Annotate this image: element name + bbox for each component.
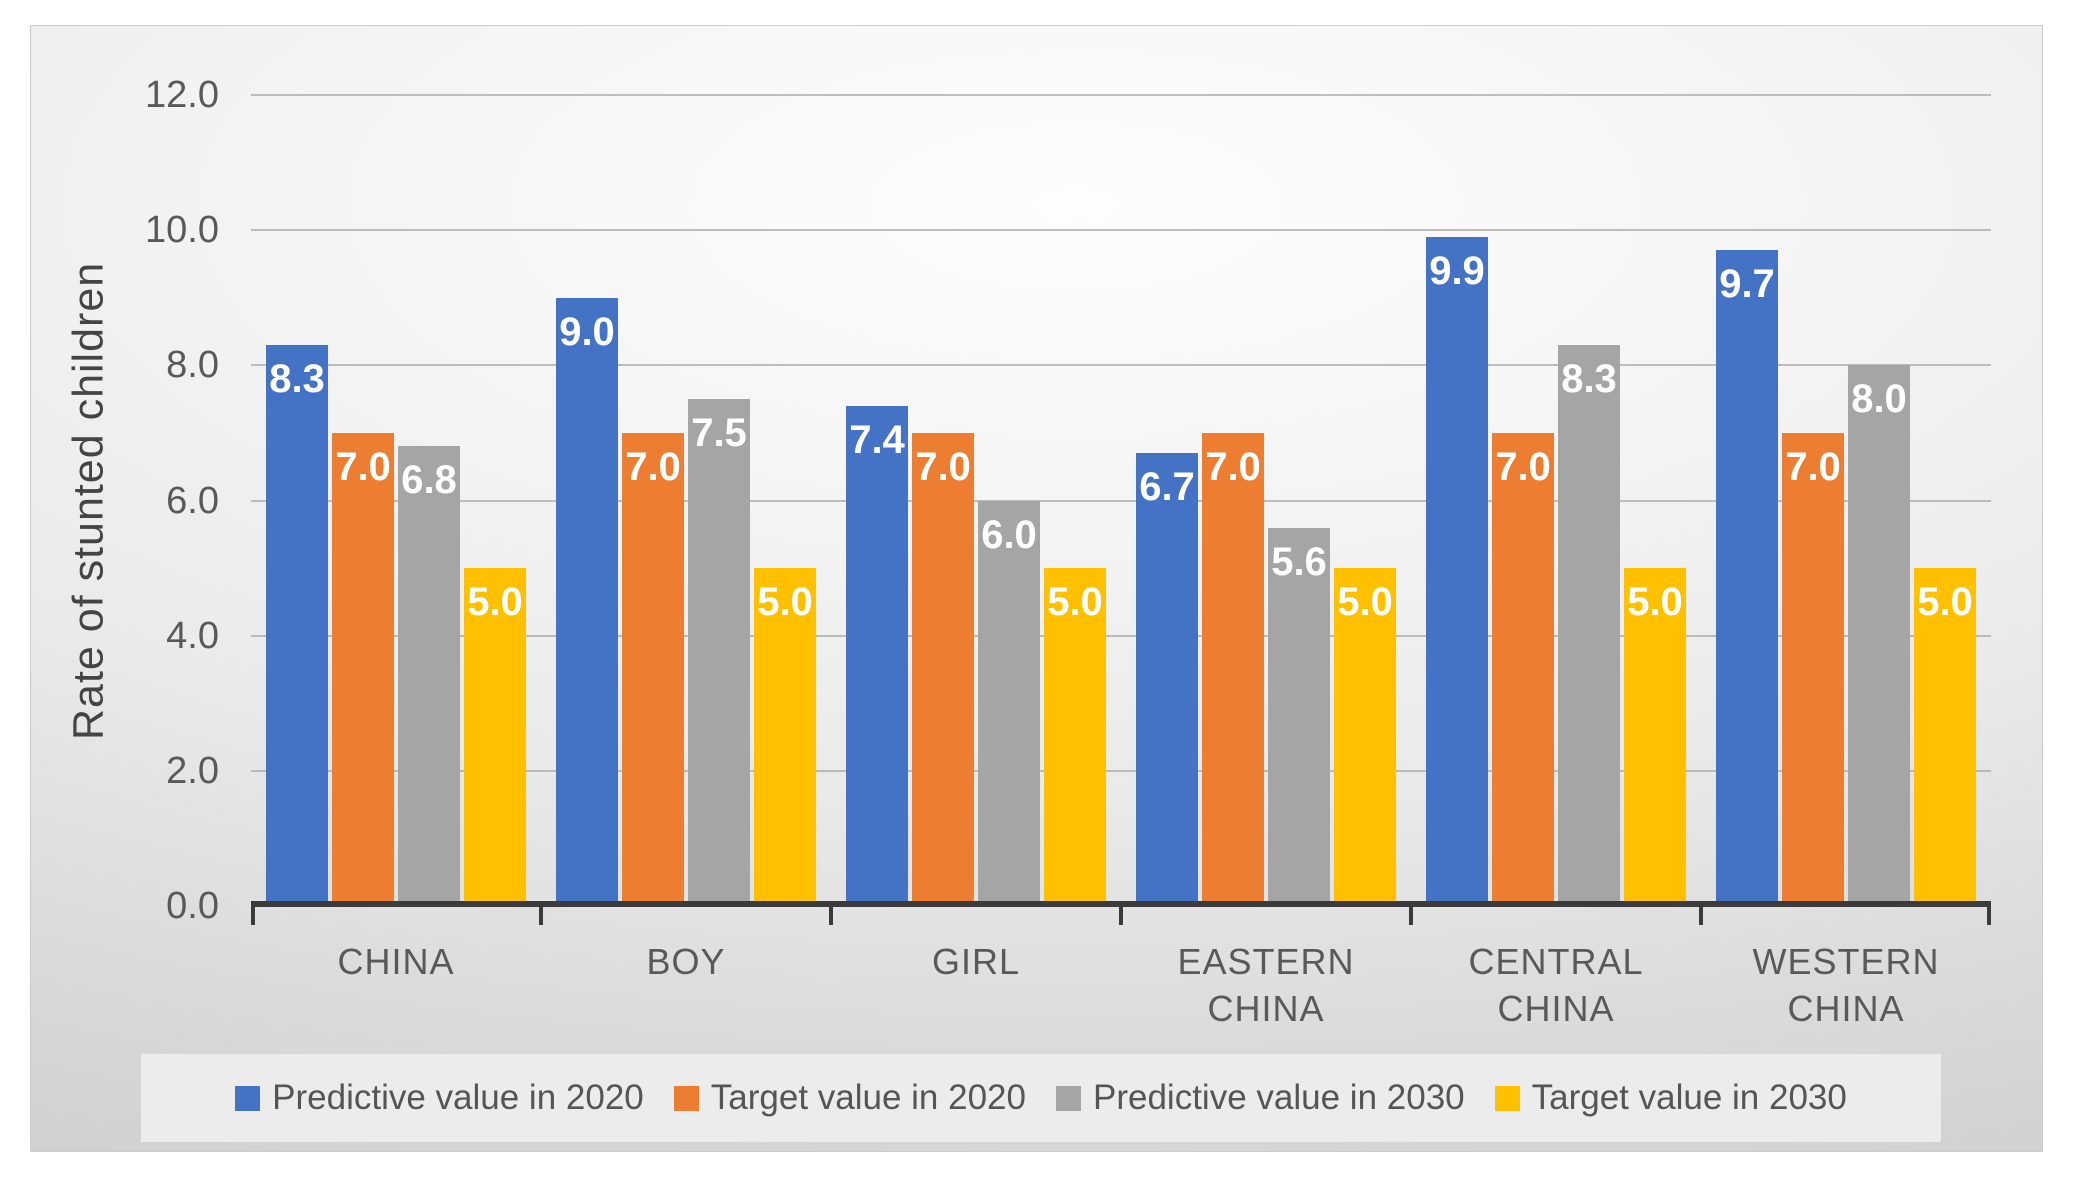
bar: 6.0 bbox=[978, 500, 1040, 906]
x-axis-tick bbox=[1987, 901, 1991, 925]
legend-swatch bbox=[673, 1085, 699, 1111]
gridline bbox=[251, 229, 1991, 232]
bar-data-label: 5.0 bbox=[467, 580, 523, 625]
bar: 6.7 bbox=[1136, 453, 1198, 906]
gridline bbox=[251, 769, 1991, 772]
plot-area: 8.3 7.0 6.8 5.0 9.0 7.0 7.5 5.0 7.4 7.0 6.0 5.0 6.7 7… bbox=[251, 94, 1991, 925]
y-axis-tick-label: 8.0 bbox=[166, 344, 219, 387]
bar-data-label: 9.9 bbox=[1429, 248, 1485, 293]
legend-swatch bbox=[1494, 1085, 1520, 1111]
bar: 5.0 bbox=[464, 568, 526, 906]
y-axis-tick-label: 4.0 bbox=[166, 614, 219, 657]
legend-swatch bbox=[1056, 1085, 1081, 1111]
bar: 5.0 bbox=[1624, 568, 1686, 906]
bar: 5.0 bbox=[754, 568, 816, 906]
bar: 6.8 bbox=[398, 446, 460, 906]
x-axis-category-label: GIRL bbox=[931, 941, 1021, 982]
legend-item: Predictive value in 2020 bbox=[235, 1078, 644, 1118]
bar-group: 9.7 7.0 8.0 5.0 bbox=[1701, 95, 1991, 906]
bar-data-label: 9.0 bbox=[559, 309, 615, 354]
legend-label: Target value in 2020 bbox=[710, 1078, 1026, 1117]
y-axis-tick-label: 6.0 bbox=[166, 479, 219, 522]
bar: 8.0 bbox=[1848, 365, 1910, 906]
bar: 7.5 bbox=[688, 399, 750, 906]
bar-data-label: 5.0 bbox=[1627, 580, 1683, 625]
bar: 7.0 bbox=[622, 432, 684, 906]
bar-data-label: 8.0 bbox=[1851, 377, 1907, 422]
bar: 7.0 bbox=[1202, 432, 1264, 906]
bar-group: 9.9 7.0 8.3 5.0 bbox=[1411, 95, 1701, 906]
y-axis-tick-label: 12.0 bbox=[145, 74, 219, 116]
bar: 8.3 bbox=[266, 345, 328, 906]
x-axis-category-label: CENTRAL CHINA bbox=[1468, 941, 1644, 1029]
x-axis-tick bbox=[251, 901, 255, 925]
bar: 5.0 bbox=[1334, 568, 1396, 906]
gridline bbox=[251, 499, 1991, 502]
x-axis-category-label: WESTERN CHINA bbox=[1752, 941, 1940, 1029]
legend-swatch bbox=[235, 1085, 261, 1111]
bar-data-label: 7.5 bbox=[691, 411, 747, 456]
bar-data-label: 5.0 bbox=[757, 580, 813, 625]
bar-data-label: 5.0 bbox=[1917, 580, 1973, 625]
legend-label: Predictive value in 2020 bbox=[272, 1078, 644, 1117]
x-axis-category-label: CHINA bbox=[337, 941, 455, 982]
gridline bbox=[251, 364, 1991, 367]
bar: 9.7 bbox=[1716, 250, 1778, 906]
bar-chart: Rate of stunted children 12.0 10.0 8.0 6.0 4… bbox=[30, 25, 2043, 1152]
bar-data-label: 7.0 bbox=[1205, 444, 1261, 489]
bar-data-label: 7.0 bbox=[625, 444, 681, 489]
legend: Predictive value in 2020 Target value in … bbox=[141, 1054, 1941, 1142]
legend-label: Predictive value in 2030 bbox=[1093, 1078, 1465, 1117]
bar-data-label: 6.7 bbox=[1139, 465, 1195, 510]
x-axis-category-label: EASTERN CHINA bbox=[1177, 941, 1355, 1029]
bar-data-label: 5.0 bbox=[1047, 580, 1103, 625]
legend-item: Predictive value in 2030 bbox=[1056, 1078, 1465, 1118]
bar-data-label: 7.4 bbox=[849, 417, 905, 462]
bar-data-label: 9.7 bbox=[1719, 262, 1775, 307]
legend-label: Target value in 2030 bbox=[1531, 1078, 1847, 1117]
bar: 7.0 bbox=[912, 432, 974, 906]
x-axis-tick bbox=[1699, 901, 1703, 925]
bar: 7.4 bbox=[846, 405, 908, 906]
y-axis-tick-label: 0.0 bbox=[166, 885, 219, 927]
bar: 5.0 bbox=[1914, 568, 1976, 906]
legend-item: Target value in 2020 bbox=[673, 1078, 1026, 1118]
bar-group: 7.4 7.0 6.0 5.0 bbox=[831, 95, 1121, 906]
bar-data-label: 5.6 bbox=[1271, 539, 1327, 584]
gridline bbox=[251, 94, 1991, 96]
x-axis-tick bbox=[1119, 901, 1123, 925]
bar-data-label: 8.3 bbox=[1561, 357, 1617, 402]
x-axis-labels: CHINA BOY GIRL EASTERN CHINA CENTRAL CHINA WE… bbox=[251, 938, 1991, 1032]
bar-data-label: 7.0 bbox=[335, 444, 391, 489]
bar-data-label: 8.3 bbox=[269, 357, 325, 402]
bar-group: 9.0 7.0 7.5 5.0 bbox=[541, 95, 831, 906]
bar-data-label: 7.0 bbox=[1785, 444, 1841, 489]
bar-group: 8.3 7.0 6.8 5.0 bbox=[251, 95, 541, 906]
bar: 5.0 bbox=[1044, 568, 1106, 906]
bar: 9.9 bbox=[1426, 236, 1488, 906]
bar: 9.0 bbox=[556, 297, 618, 906]
bar-data-label: 6.0 bbox=[981, 512, 1037, 557]
gridline bbox=[251, 634, 1991, 637]
x-axis-tick bbox=[539, 901, 543, 925]
y-axis-tick-label: 10.0 bbox=[145, 209, 219, 252]
bar-data-label: 7.0 bbox=[1495, 444, 1551, 489]
y-axis-tick-label: 2.0 bbox=[166, 749, 219, 792]
bar-data-label: 5.0 bbox=[1337, 580, 1393, 625]
bar-group: 6.7 7.0 5.6 5.0 bbox=[1121, 95, 1411, 906]
x-axis-category-label: BOY bbox=[646, 941, 726, 982]
bar: 8.3 bbox=[1558, 345, 1620, 906]
bar-data-label: 6.8 bbox=[401, 458, 457, 503]
bar: 5.6 bbox=[1268, 527, 1330, 906]
legend-item: Target value in 2030 bbox=[1494, 1078, 1847, 1118]
bar: 7.0 bbox=[1782, 432, 1844, 906]
bar: 7.0 bbox=[332, 432, 394, 906]
x-axis-tick bbox=[829, 901, 833, 925]
bar-data-label: 7.0 bbox=[915, 444, 971, 489]
bar: 7.0 bbox=[1492, 432, 1554, 906]
x-axis-tick bbox=[1409, 901, 1413, 925]
